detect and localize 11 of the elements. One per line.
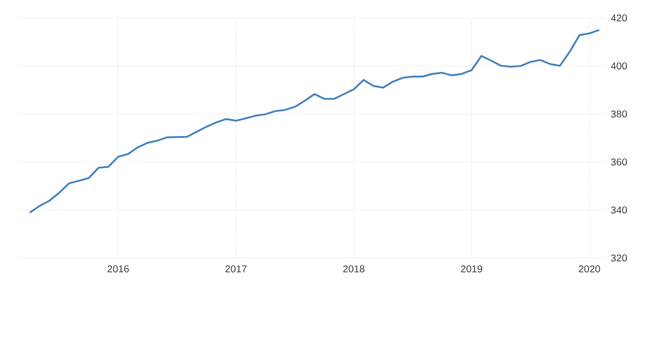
y-tick-label: 400 bbox=[610, 62, 627, 70]
y-tick-label: 340 bbox=[611, 206, 627, 214]
x-tick-label: 2019 bbox=[461, 265, 482, 272]
x-tick-label: 2018 bbox=[343, 265, 364, 272]
y-tick-label: 420 bbox=[610, 14, 627, 22]
x-tick-label: 2017 bbox=[225, 265, 247, 272]
y-tick-label: 380 bbox=[611, 110, 627, 118]
y-tick-label: 320 bbox=[611, 254, 627, 262]
y-tick-label: 360 bbox=[611, 158, 627, 166]
x-tick-label: 2020 bbox=[578, 265, 600, 272]
x-tick-label: 2016 bbox=[108, 265, 129, 272]
